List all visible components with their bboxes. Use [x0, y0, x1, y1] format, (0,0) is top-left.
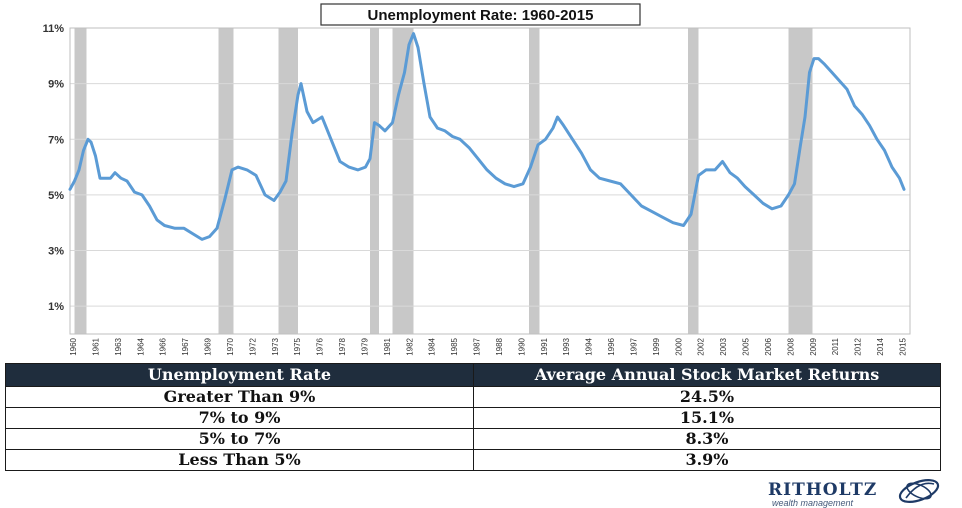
unemployment-chart: 1%3%5%7%9%11% 1960 1961 1963 1964 1966 1967 19…	[43, 3, 911, 356]
recession-band	[688, 28, 699, 334]
return-cell: 24.5%	[473, 386, 941, 408]
x-tick-label: 2005	[742, 337, 751, 355]
rate-cell: Greater Than 9%	[5, 386, 474, 408]
x-tick-label: 1969	[204, 337, 213, 355]
table-row: 5% to 7% 8.3%	[5, 428, 941, 450]
recession-band	[529, 28, 540, 334]
x-tick-label: 1966	[159, 337, 168, 355]
x-tick-label: 1979	[360, 337, 369, 355]
returns-table: Unemployment Rate Average Annual Stock M…	[5, 363, 941, 471]
y-tick-label: 7%	[48, 134, 64, 146]
return-cell: 3.9%	[473, 449, 941, 471]
logo-tagline: wealth management	[772, 498, 854, 508]
x-tick-label: 2014	[876, 337, 885, 355]
y-tick-label: 11%	[43, 23, 65, 35]
table-row: Less Than 5% 3.9%	[5, 449, 941, 471]
table-header-row: Unemployment Rate Average Annual Stock M…	[5, 363, 941, 387]
x-tick-label: 1964	[136, 337, 145, 355]
x-tick-label: 1997	[629, 337, 638, 355]
x-tick-label: 1999	[652, 337, 661, 355]
ritholtz-logo: RITHOLTZ wealth management	[768, 476, 948, 508]
table-row: Greater Than 9% 24.5%	[5, 386, 941, 408]
x-tick-label: 1972	[248, 337, 257, 355]
rate-cell: Less Than 5%	[5, 449, 474, 471]
y-tick-label: 5%	[48, 190, 64, 202]
y-tick-label: 1%	[48, 301, 64, 313]
y-tick-label: 3%	[48, 246, 64, 258]
x-tick-label: 1996	[607, 337, 616, 355]
x-tick-label: 1987	[473, 337, 482, 355]
recession-band	[370, 28, 379, 334]
return-cell: 15.1%	[473, 407, 941, 429]
x-tick-label: 1982	[405, 337, 414, 355]
x-tick-label: 2002	[697, 337, 706, 355]
x-tick-label: 1960	[69, 337, 78, 355]
x-tick-label: 1978	[338, 337, 347, 355]
x-tick-label: 1993	[562, 337, 571, 355]
x-tick-label: 2000	[674, 337, 683, 355]
x-tick-label: 2006	[764, 337, 773, 355]
x-tick-label: 1990	[517, 337, 526, 355]
rate-cell: 5% to 7%	[5, 428, 474, 450]
recession-band	[278, 28, 298, 334]
chart-title-group: Unemployment Rate: 1960-2015	[320, 3, 641, 26]
x-tick-label: 1976	[316, 337, 325, 355]
x-tick-label: 2012	[854, 337, 863, 355]
x-tick-label: 2011	[831, 337, 840, 355]
recession-band	[218, 28, 234, 334]
x-tick-label: 2015	[899, 337, 908, 355]
rate-cell: 7% to 9%	[5, 407, 474, 429]
table-row: 7% to 9% 15.1%	[5, 407, 941, 429]
x-tick-label: 1973	[271, 337, 280, 355]
x-tick-label: 1981	[383, 337, 392, 355]
x-tick-label: 1988	[495, 337, 504, 355]
x-tick-label: 1963	[114, 337, 123, 355]
x-tick-label: 1985	[450, 337, 459, 355]
return-cell: 8.3%	[473, 428, 941, 450]
x-axis-labels: 1960 1961 1963 1964 1966 1967 1969 1970 1972 1973…	[69, 337, 908, 355]
x-tick-label: 1994	[585, 337, 594, 355]
plot-area	[69, 27, 911, 335]
chart-title-box	[320, 3, 641, 26]
x-tick-label: 1961	[91, 337, 100, 355]
logo-wordmark: RITHOLTZ	[768, 480, 878, 500]
logo-emblem-icon	[898, 479, 940, 503]
gridlines	[70, 27, 910, 307]
series-line-unemployment	[68, 32, 906, 241]
x-tick-label: 2009	[809, 337, 818, 355]
x-tick-label: 1967	[181, 337, 190, 355]
chart-title: Unemployment Rate: 1960-2015	[368, 7, 594, 24]
x-tick-label: 1991	[540, 337, 549, 355]
x-tick-label: 2008	[786, 337, 795, 355]
plot-border	[69, 27, 911, 335]
recession-bands	[74, 28, 813, 334]
header-unemployment-rate: Unemployment Rate	[5, 363, 474, 387]
x-tick-label: 1975	[293, 337, 302, 355]
y-axis-labels: 1% 3% 5% 7% 9% 11%	[43, 23, 65, 313]
x-tick-label: 1970	[226, 337, 235, 355]
recession-band	[74, 28, 87, 334]
x-tick-label: 2003	[719, 337, 728, 355]
y-tick-label: 9%	[48, 79, 64, 91]
series-layer	[68, 32, 906, 241]
x-tick-label: 1984	[428, 337, 437, 355]
header-average-returns: Average Annual Stock Market Returns	[473, 363, 941, 387]
